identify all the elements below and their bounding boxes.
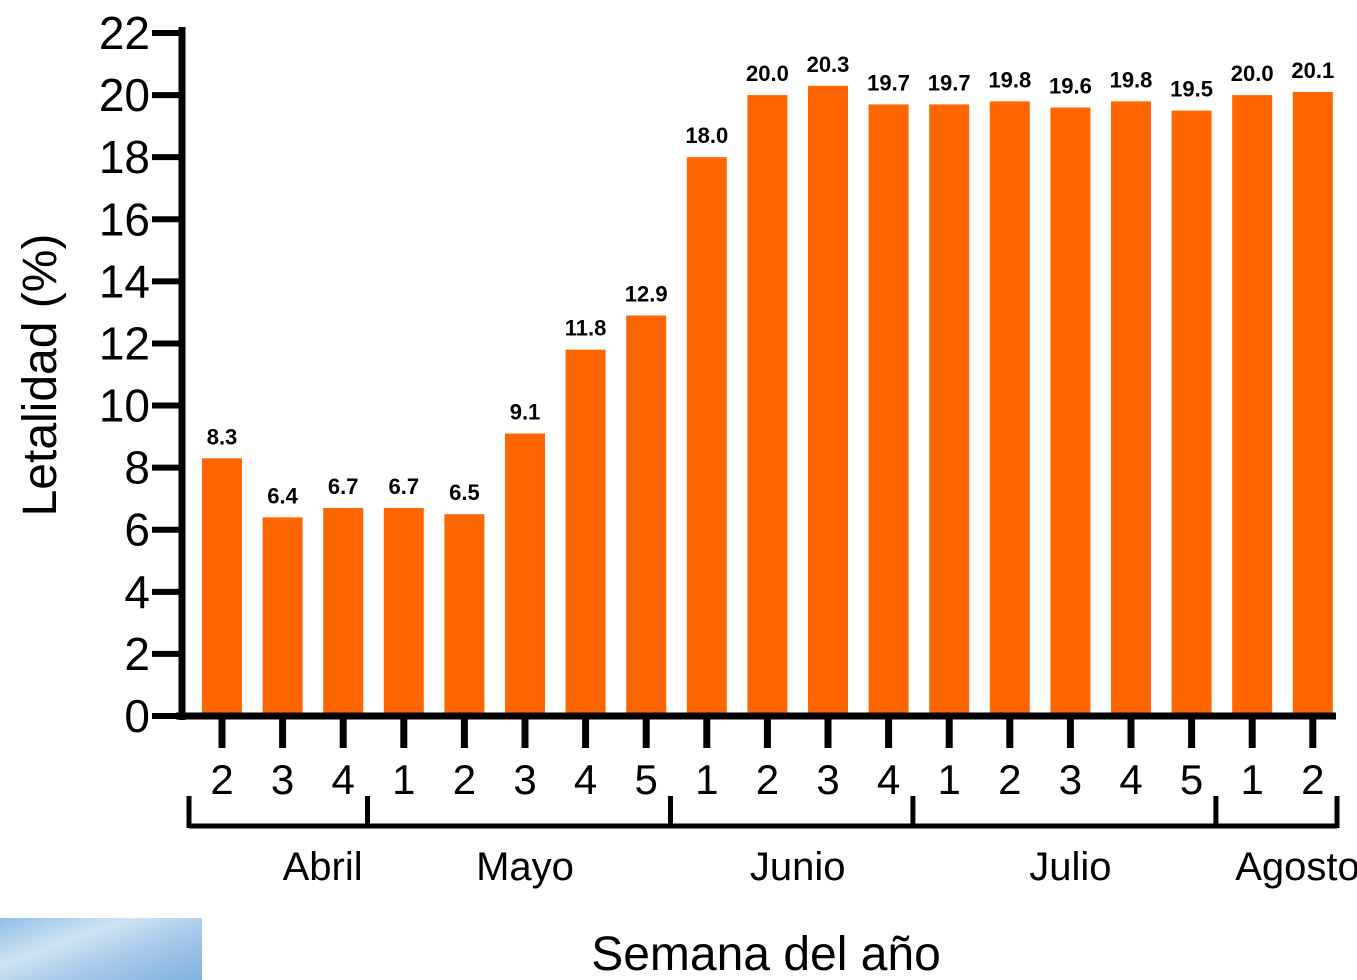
bar-value-label: 11.8 bbox=[565, 316, 607, 341]
bar bbox=[868, 104, 909, 717]
bar bbox=[1111, 101, 1151, 717]
y-tick-label: 4 bbox=[124, 566, 150, 618]
month-group-layer: Abril Mayo Junio Julio Agosto bbox=[186, 796, 1357, 889]
bar bbox=[202, 458, 242, 716]
x-category-label: 3 bbox=[816, 756, 839, 803]
x-category-label: 5 bbox=[635, 756, 658, 803]
bar bbox=[262, 517, 303, 716]
bar bbox=[1050, 107, 1091, 716]
bar-value-label: 6.4 bbox=[267, 483, 298, 508]
y-tick-label: 16 bbox=[99, 193, 150, 245]
bar bbox=[444, 514, 485, 716]
x-category-label: 1 bbox=[1241, 756, 1264, 803]
y-tick-label: 0 bbox=[124, 690, 150, 742]
y-tick-label: 18 bbox=[99, 131, 150, 183]
bar bbox=[747, 95, 788, 716]
bar bbox=[383, 507, 424, 716]
y-tick-label: 12 bbox=[99, 317, 150, 369]
y-axis-title: Letalidad (%) bbox=[14, 234, 67, 517]
y-tick-label: 10 bbox=[99, 380, 150, 432]
month-group-label: Mayo bbox=[476, 845, 574, 889]
x-category-label: 2 bbox=[1301, 756, 1324, 803]
x-category-label: 2 bbox=[210, 756, 233, 803]
bar bbox=[1232, 95, 1273, 716]
x-category-label: 3 bbox=[513, 756, 536, 803]
month-group-label: Agosto bbox=[1235, 845, 1357, 889]
bar bbox=[686, 157, 727, 716]
month-group-label: Abril bbox=[283, 845, 363, 889]
value-labels-layer: 8.3 6.4 6.7 6.7 6.5 9.1 11.8 12.9 18.0 20.0 20.3 19… bbox=[207, 52, 1335, 509]
bar-value-label: 19.7 bbox=[867, 70, 910, 95]
bar-value-label: 19.7 bbox=[928, 70, 971, 95]
month-group-label: Julio bbox=[1029, 845, 1111, 889]
x-category-label: 4 bbox=[1119, 756, 1142, 803]
sky-thumbnail-image bbox=[0, 918, 202, 980]
y-tick-label: 20 bbox=[99, 69, 150, 121]
bar-value-label: 8.3 bbox=[207, 424, 238, 449]
bar-value-label: 20.3 bbox=[807, 52, 850, 77]
x-category-label: 1 bbox=[938, 756, 961, 803]
bar-value-label: 18.0 bbox=[685, 123, 728, 148]
bar-value-label: 9.1 bbox=[510, 399, 541, 424]
x-category-label: 4 bbox=[332, 756, 355, 803]
x-axis-title: Semana del año bbox=[591, 928, 941, 980]
bar-value-label: 19.8 bbox=[1110, 67, 1153, 92]
bar-value-label: 20.1 bbox=[1291, 58, 1334, 83]
y-tick-label: 6 bbox=[124, 504, 150, 556]
bar bbox=[929, 104, 970, 717]
x-category-label: 4 bbox=[877, 756, 900, 803]
bar bbox=[989, 101, 1030, 717]
bar-value-label: 6.7 bbox=[389, 474, 420, 499]
bars-layer bbox=[202, 85, 1333, 717]
bar-value-label: 12.9 bbox=[625, 282, 668, 307]
bar bbox=[626, 315, 667, 716]
bar bbox=[1292, 91, 1333, 716]
bar-value-label: 20.0 bbox=[746, 61, 789, 86]
bar bbox=[323, 507, 364, 716]
y-tick-label: 22 bbox=[99, 7, 150, 59]
x-category-label: 4 bbox=[574, 756, 597, 803]
x-category-label: 2 bbox=[998, 756, 1021, 803]
y-tick-label: 14 bbox=[99, 255, 150, 307]
x-category-label: 3 bbox=[1059, 756, 1082, 803]
month-group-label: Junio bbox=[750, 845, 846, 889]
bar bbox=[1171, 110, 1212, 716]
bar bbox=[565, 349, 606, 716]
x-category-label: 2 bbox=[756, 756, 779, 803]
x-category-label: 3 bbox=[271, 756, 294, 803]
x-category-label: 5 bbox=[1180, 756, 1203, 803]
y-tick-label: 2 bbox=[124, 628, 150, 680]
bar-value-label: 6.7 bbox=[328, 474, 359, 499]
bar-value-label: 19.5 bbox=[1170, 77, 1213, 102]
bar-value-label: 20.0 bbox=[1231, 61, 1274, 86]
bar bbox=[808, 85, 848, 716]
x-category-label: 2 bbox=[453, 756, 476, 803]
x-category-label: 1 bbox=[392, 756, 415, 803]
bar-value-label: 19.6 bbox=[1049, 74, 1092, 99]
x-category-label: 1 bbox=[695, 756, 718, 803]
bar-value-label: 6.5 bbox=[449, 480, 480, 505]
bar bbox=[505, 433, 545, 716]
axis-layer: 0 2 4 6 8 10 12 14 16 18 20 22 bbox=[99, 7, 1336, 742]
y-tick-label: 8 bbox=[124, 442, 150, 494]
bar-value-label: 19.8 bbox=[988, 67, 1031, 92]
